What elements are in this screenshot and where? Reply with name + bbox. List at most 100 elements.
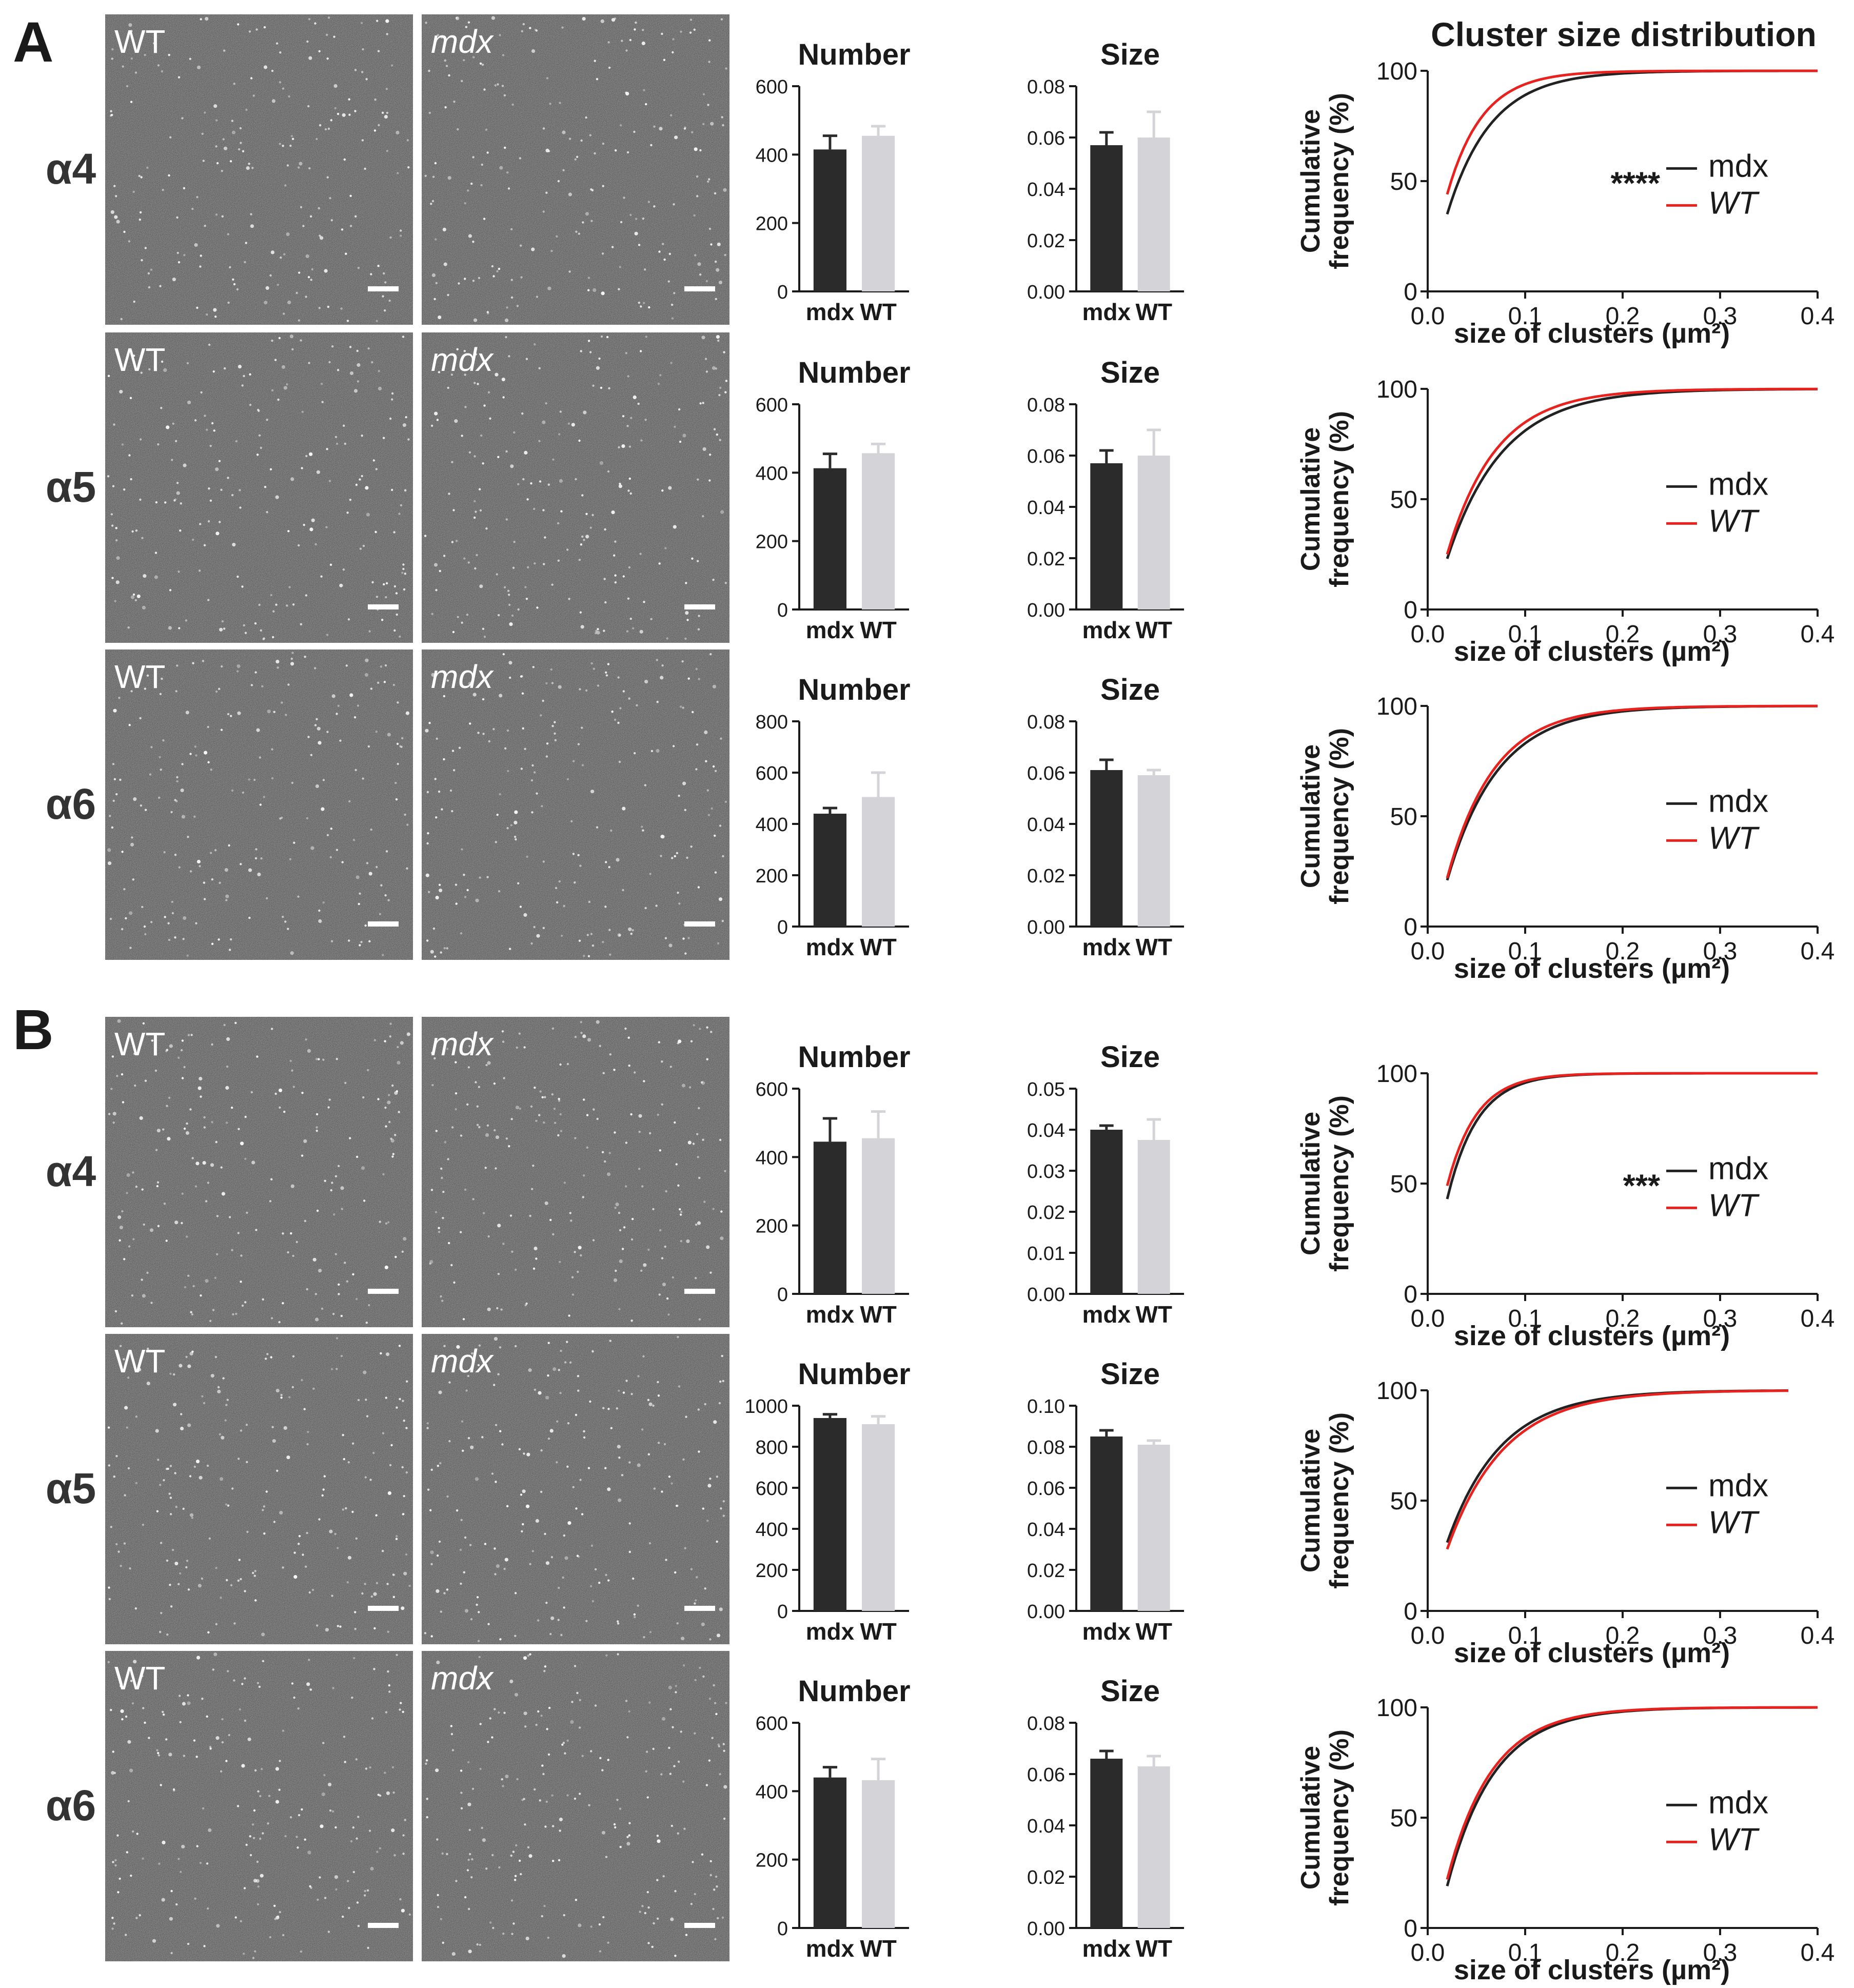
punctum	[718, 1745, 721, 1748]
punctum	[134, 1084, 136, 1087]
punctum	[538, 440, 541, 442]
punctum	[208, 1828, 212, 1832]
punctum	[111, 113, 113, 116]
punctum	[600, 19, 604, 24]
punctum	[223, 1023, 226, 1027]
punctum	[194, 1185, 198, 1188]
size-y-tick-label: 0.03	[1027, 1161, 1065, 1183]
punctum	[501, 85, 504, 87]
punctum	[292, 1086, 295, 1088]
punctum	[696, 175, 699, 178]
punctum	[575, 230, 578, 233]
punctum	[150, 746, 153, 749]
punctum	[645, 336, 647, 338]
punctum	[494, 1129, 496, 1132]
punctum	[387, 1221, 390, 1224]
dist-y-tick-label: 50	[1390, 486, 1417, 514]
punctum	[610, 1427, 613, 1429]
punctum	[300, 623, 302, 626]
punctum	[111, 826, 114, 829]
punctum	[694, 1277, 697, 1280]
punctum	[505, 518, 508, 521]
punctum	[359, 478, 361, 481]
punctum	[364, 1476, 367, 1479]
punctum	[355, 1537, 358, 1540]
punctum	[640, 1269, 643, 1272]
punctum	[356, 1901, 359, 1904]
punctum	[237, 1579, 240, 1582]
punctum	[478, 1656, 481, 1659]
punctum	[135, 1482, 137, 1484]
punctum	[221, 1435, 225, 1440]
punctum	[438, 1540, 441, 1543]
punctum	[229, 938, 232, 941]
punctum	[205, 17, 209, 21]
punctum	[717, 942, 720, 944]
punctum	[380, 665, 383, 668]
punctum	[206, 313, 208, 316]
punctum	[559, 1063, 562, 1066]
punctum	[588, 900, 591, 903]
punctum	[692, 1143, 695, 1145]
punctum	[601, 1769, 604, 1772]
punctum	[522, 727, 524, 730]
punctum	[157, 1225, 160, 1227]
punctum	[275, 1800, 280, 1804]
punctum	[241, 1683, 244, 1685]
punctum	[171, 459, 173, 461]
punctum	[544, 1096, 546, 1098]
punctum	[503, 1567, 506, 1570]
punctum	[553, 1367, 557, 1371]
punctum	[187, 836, 189, 838]
punctum	[712, 1907, 715, 1911]
punctum	[427, 1488, 430, 1491]
punctum	[375, 468, 378, 470]
punctum	[274, 359, 277, 361]
punctum	[720, 510, 724, 514]
punctum	[366, 862, 369, 864]
punctum	[165, 1050, 168, 1052]
punctum	[483, 218, 486, 220]
punctum	[616, 858, 620, 862]
punctum	[545, 1561, 549, 1565]
punctum	[463, 557, 466, 560]
punctum	[709, 1271, 712, 1274]
punctum	[602, 142, 605, 145]
punctum	[168, 53, 170, 56]
punctum	[385, 1396, 387, 1399]
punctum	[583, 955, 585, 957]
punctum	[331, 1810, 334, 1813]
punctum	[353, 1657, 356, 1660]
punctum	[175, 690, 177, 693]
punctum	[144, 54, 146, 56]
punctum	[240, 1281, 242, 1283]
punctum	[679, 1208, 681, 1211]
punctum	[705, 760, 707, 763]
punctum	[593, 667, 596, 670]
punctum	[157, 443, 160, 446]
punctum	[483, 88, 486, 91]
punctum	[187, 1423, 191, 1427]
punctum	[708, 39, 711, 42]
micrograph-noise	[105, 1651, 413, 1961]
punctum	[648, 1701, 651, 1704]
punctum	[187, 400, 191, 405]
punctum	[396, 613, 398, 616]
punctum	[520, 1493, 523, 1496]
punctum	[364, 1894, 366, 1897]
punctum	[111, 57, 113, 60]
punctum	[494, 1547, 496, 1550]
punctum	[530, 482, 532, 485]
punctum	[499, 166, 503, 170]
punctum	[613, 1069, 616, 1071]
micrograph-label-wt: WT	[114, 1660, 166, 1697]
punctum	[245, 108, 248, 111]
punctum	[452, 631, 455, 634]
punctum	[267, 710, 271, 714]
number-y-tick-label: 1000	[744, 1396, 788, 1418]
punctum	[163, 1203, 166, 1205]
punctum	[388, 1094, 390, 1096]
punctum	[566, 1465, 569, 1468]
punctum	[499, 1430, 502, 1432]
punctum	[491, 1472, 494, 1475]
